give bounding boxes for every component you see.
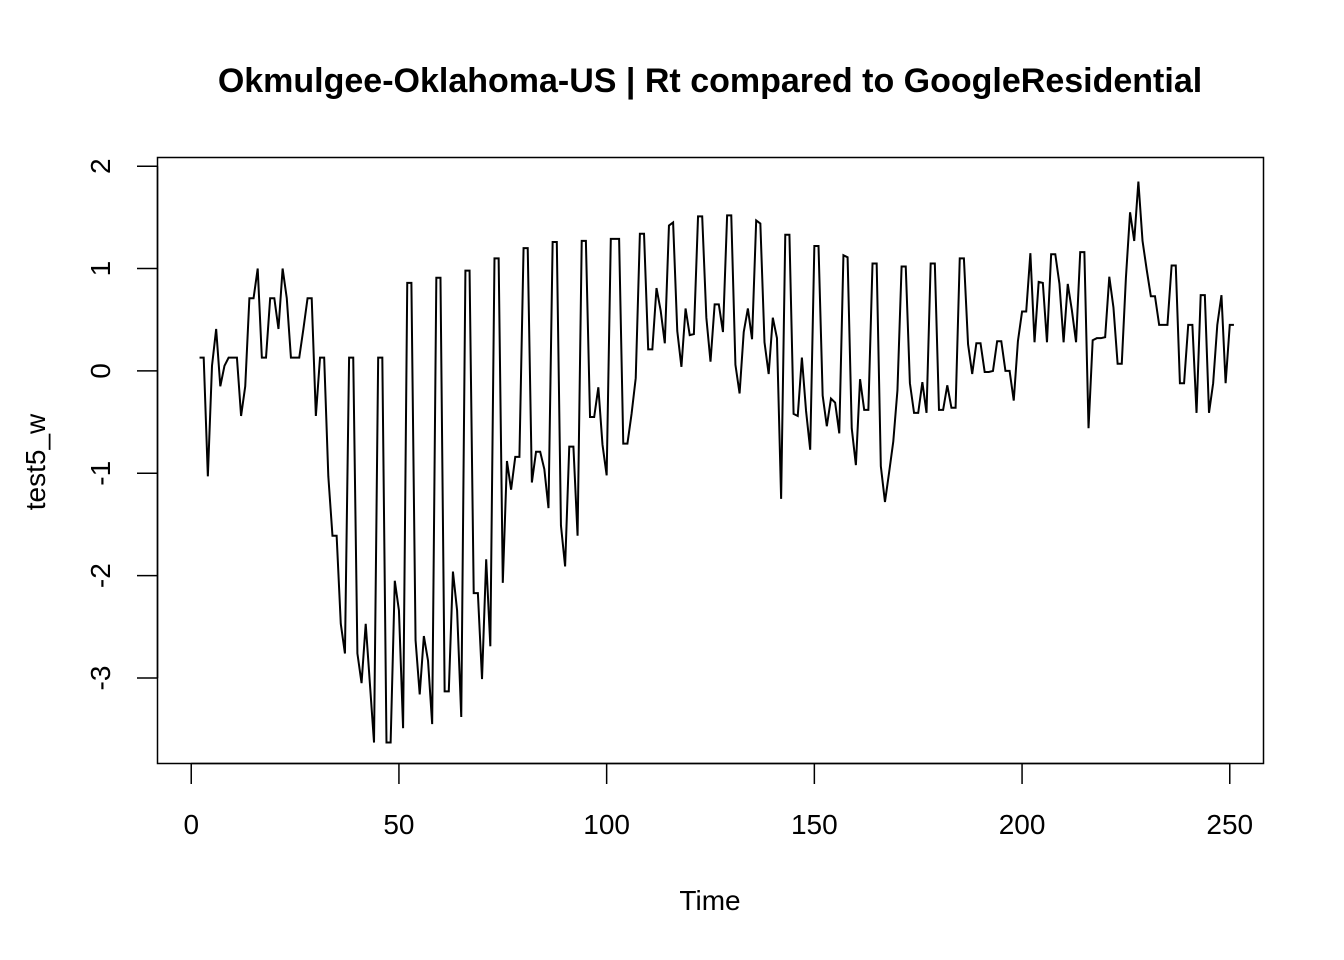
y-axis: -3 -2 -1 0 1 2 bbox=[85, 158, 159, 691]
y-tick-label: -2 bbox=[85, 563, 116, 588]
x-tick-label: 0 bbox=[183, 809, 199, 840]
y-axis-label: test5_w bbox=[20, 413, 51, 510]
series-line bbox=[199, 181, 1234, 744]
y-tick-label: 1 bbox=[85, 261, 116, 277]
x-tick-label: 150 bbox=[791, 809, 838, 840]
x-tick-label: 250 bbox=[1206, 809, 1253, 840]
x-axis-label: Time bbox=[679, 885, 740, 916]
y-tick-label: -3 bbox=[85, 666, 116, 691]
series-group bbox=[199, 181, 1234, 744]
y-tick-label: 0 bbox=[85, 363, 116, 379]
chart-title: Okmulgee-Oklahoma-US | Rt compared to Go… bbox=[218, 62, 1202, 100]
x-tick-label: 100 bbox=[583, 809, 630, 840]
x-axis: 0 50 100 150 200 250 bbox=[183, 762, 1253, 840]
x-tick-label: 50 bbox=[383, 809, 414, 840]
x-tick-label: 200 bbox=[999, 809, 1046, 840]
plot-box bbox=[156, 156, 1265, 765]
y-tick-label: 2 bbox=[85, 158, 116, 174]
y-tick-label: -1 bbox=[85, 461, 116, 486]
